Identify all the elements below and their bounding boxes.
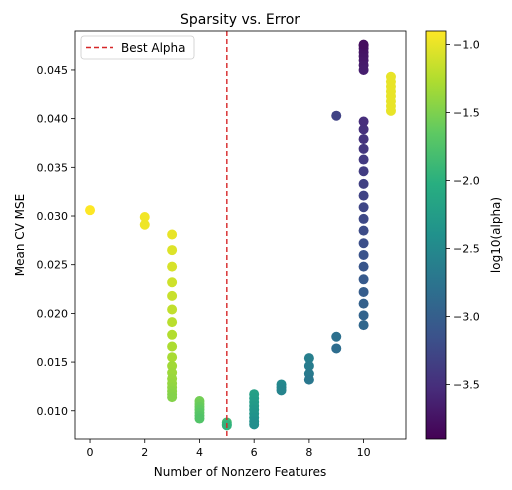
x-tick-label: 0 [87,446,94,459]
data-point [139,219,150,230]
data-point [331,331,342,342]
data-point [358,124,369,135]
y-axis-label: Mean CV MSE [13,194,27,276]
y-tick-label: 0.040 [37,113,69,126]
x-tick-label: 6 [251,446,258,459]
legend: Best Alpha [80,35,195,60]
y-tick-label: 0.025 [37,259,69,272]
data-point [167,317,178,328]
colorbar-tick-label: −3.5 [453,379,480,392]
data-point [303,353,314,364]
data-point [167,341,178,352]
data-point [167,290,178,301]
legend-label-best-alpha: Best Alpha [121,41,186,55]
data-point [167,304,178,315]
data-point [358,213,369,224]
data-point [358,261,369,272]
y-tick-label: 0.010 [37,405,69,418]
data-point [358,39,369,50]
colorbar-label: log10(alpha) [489,197,503,273]
data-point [358,202,369,213]
plot-frame [74,30,407,440]
data-point [167,245,178,256]
points-layer [85,39,396,431]
y-tick-label: 0.030 [37,210,69,223]
data-point [358,154,369,165]
data-point [85,205,96,216]
data-point [358,190,369,201]
data-point [358,134,369,145]
data-point [167,277,178,288]
data-point [167,392,178,403]
colorbar-tick-label: −2.0 [453,175,480,188]
data-point [194,413,205,424]
colorbar-tick-label: −1.0 [453,39,480,52]
colorbar-gradient [425,30,447,440]
x-tick-label: 8 [305,446,312,459]
data-point [358,238,369,249]
data-point [303,360,314,371]
colorbar-tick-label: −2.5 [453,243,480,256]
data-point [139,211,150,222]
data-point [358,310,369,321]
x-axis-ticks: 0 2 4 6 8 10 [87,439,371,459]
data-point [303,374,314,385]
data-point [358,286,369,297]
colorbar: −1.0 −1.5 −2.0 −2.5 −3.0 −3.5 log10(alpha) [425,30,503,440]
y-tick-label: 0.045 [37,64,69,77]
data-point [167,329,178,340]
legend-box [80,35,195,60]
y-tick-label: 0.015 [37,356,69,369]
data-point [167,229,178,240]
data-point [358,320,369,331]
data-point [358,298,369,309]
colorbar-tick-label: −3.0 [453,311,480,324]
data-point [167,261,178,272]
data-point [358,249,369,260]
data-point [276,385,287,396]
y-axis-ticks: 0.010 0.015 0.020 0.025 0.030 0.035 0.040 0.045 [37,64,75,418]
data-point [358,274,369,285]
data-point [385,105,396,116]
data-point [331,110,342,121]
data-point [249,419,260,430]
data-point [358,116,369,127]
data-point [331,343,342,354]
y-tick-label: 0.020 [37,307,69,320]
data-point [358,166,369,177]
x-tick-label: 10 [357,446,371,459]
data-point [358,225,369,236]
y-tick-label: 0.035 [37,161,69,174]
data-point [167,352,178,363]
chart-title: Sparsity vs. Error [180,12,300,28]
x-axis-label: Number of Nonzero Features [154,465,326,479]
data-point [358,143,369,154]
colorbar-tick-label: −1.5 [453,107,480,120]
x-tick-label: 4 [196,446,203,459]
data-point [358,178,369,189]
colorbar-ticks: −1.0 −1.5 −2.0 −2.5 −3.0 −3.5 [446,39,480,392]
x-tick-label: 2 [141,446,148,459]
